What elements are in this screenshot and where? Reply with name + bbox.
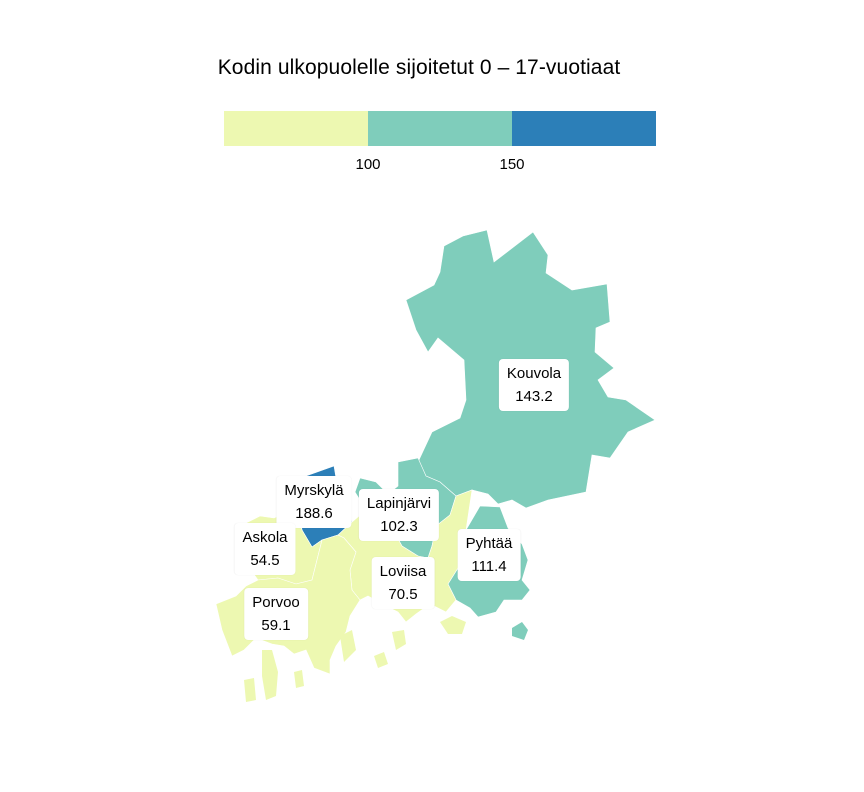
region-label-pyhtaa: Pyhtää 111.4 [457, 529, 521, 581]
region-loviisa-island-3[interactable] [374, 652, 388, 668]
region-name: Pyhtää [465, 535, 513, 552]
region-value: 54.5 [250, 552, 280, 569]
region-name: Lapinjärvi [366, 495, 432, 512]
region-label-askola: Askola 54.5 [234, 523, 296, 575]
region-name: Porvoo [252, 594, 300, 611]
region-loviisa-island-2[interactable] [392, 630, 406, 650]
region-label-porvoo: Porvoo 59.1 [244, 588, 308, 640]
region-name: Kouvola [506, 365, 562, 382]
legend-tick-100: 100 [355, 156, 381, 173]
region-porvoo-island-1[interactable] [262, 650, 278, 700]
legend-swatch-low [224, 111, 368, 146]
region-porvoo-island-2[interactable] [244, 678, 256, 702]
legend-tick-150: 150 [499, 156, 525, 173]
map-title: Kodin ulkopuolelle sijoitetut 0 – 17-vuo… [217, 56, 621, 79]
region-pyhtaa-island[interactable] [512, 622, 528, 640]
region-name: Myrskylä [284, 482, 344, 499]
region-name: Askola [242, 529, 288, 546]
region-label-kouvola: Kouvola 143.2 [498, 359, 570, 411]
region-value: 70.5 [388, 586, 418, 603]
region-label-myrskyla: Myrskylä 188.6 [276, 476, 352, 528]
region-value: 102.3 [380, 518, 418, 535]
region-porvoo-island-4[interactable] [294, 670, 304, 688]
region-value: 188.6 [295, 505, 333, 522]
region-label-loviisa: Loviisa 70.5 [371, 557, 435, 609]
region-name: Loviisa [379, 563, 427, 580]
legend-swatch-mid [368, 111, 512, 146]
region-loviisa-island-1[interactable] [440, 616, 466, 634]
legend-swatch-high [512, 111, 656, 146]
region-value: 143.2 [515, 388, 553, 405]
region-label-lapinjarvi: Lapinjärvi 102.3 [358, 489, 440, 541]
region-porvoo-island-3[interactable] [340, 630, 356, 662]
region-value: 111.4 [471, 558, 507, 575]
region-value: 59.1 [261, 617, 291, 634]
color-legend [224, 111, 656, 146]
